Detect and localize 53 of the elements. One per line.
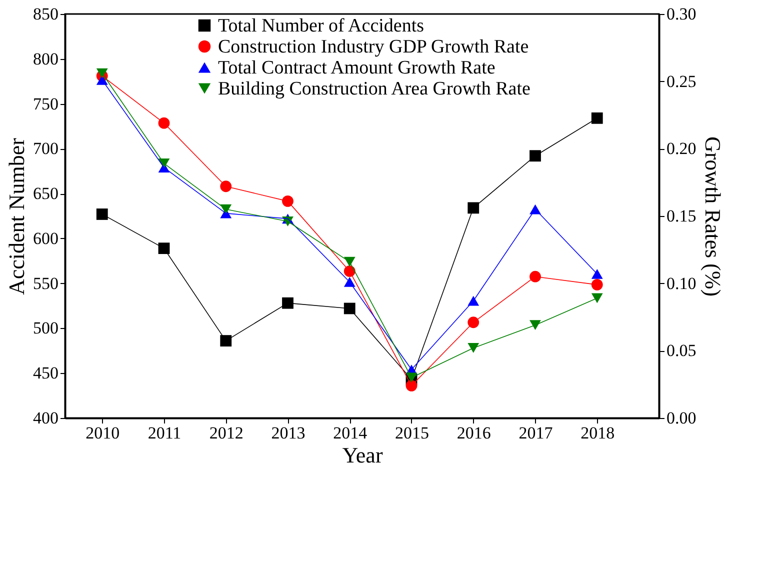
y-tick-label: 500 xyxy=(33,318,58,338)
x-tick-label: 2014 xyxy=(333,424,368,442)
y2-tick-label: 0.30 xyxy=(666,4,696,24)
x-tick-label: 2017 xyxy=(518,424,554,442)
y-tick-label: 400 xyxy=(33,408,58,428)
legend-label: Building Construction Area Growth Rate xyxy=(218,78,530,100)
point xyxy=(591,278,603,290)
y2-axis-title: Growth Rates (%) xyxy=(700,136,726,297)
y2-tick-label: 0.05 xyxy=(666,341,696,360)
y-axis-title: Accident Number xyxy=(4,137,29,295)
point xyxy=(96,68,108,78)
y-tick-label: 850 xyxy=(33,4,58,24)
point xyxy=(468,316,480,328)
y2-tick-label: 0.20 xyxy=(666,139,696,158)
y-tick-label: 550 xyxy=(33,274,58,293)
x-tick-label: 2015 xyxy=(395,424,429,442)
point xyxy=(530,270,541,282)
x-tick-label: 2013 xyxy=(271,424,306,442)
point xyxy=(591,268,603,279)
y-tick-label: 650 xyxy=(33,184,58,204)
point xyxy=(591,112,603,124)
point xyxy=(591,293,603,304)
point xyxy=(220,180,232,192)
y2-tick-label: 0.25 xyxy=(666,72,696,91)
point xyxy=(468,343,480,353)
point xyxy=(468,202,480,214)
legend-label: Construction Industry GDP Growth Rate xyxy=(218,36,529,58)
y-tick-label: 700 xyxy=(33,139,58,158)
point xyxy=(406,372,418,383)
x-tick-label: 2011 xyxy=(148,424,182,442)
point xyxy=(282,297,294,309)
point xyxy=(96,208,108,220)
y2-tick-label: 0.10 xyxy=(666,274,696,293)
y2-tick-label: 0.00 xyxy=(666,408,696,428)
point xyxy=(530,320,541,330)
y-tick-label: 450 xyxy=(33,364,58,383)
y-tick-label: 800 xyxy=(33,49,58,68)
legend-label: Total Number of Accidents xyxy=(218,16,424,36)
point xyxy=(220,335,232,346)
y-tick-label: 600 xyxy=(33,228,58,248)
point xyxy=(530,150,541,162)
point xyxy=(282,195,294,207)
y-tick-label: 750 xyxy=(33,94,58,114)
legend-label: Total Contract Amount Growth Rate xyxy=(218,58,496,78)
x-tick-label: 2018 xyxy=(580,424,615,442)
x-tick-label: 2010 xyxy=(86,424,120,442)
point xyxy=(344,277,356,287)
point xyxy=(468,296,480,306)
point xyxy=(158,117,170,129)
y2-tick-label: 0.15 xyxy=(666,206,696,226)
x-tick-label: 2016 xyxy=(456,424,491,442)
x-tick-label: 2012 xyxy=(209,424,244,442)
x-axis-title: Year xyxy=(342,442,384,468)
